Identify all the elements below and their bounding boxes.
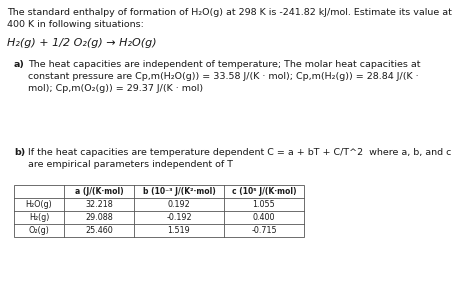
Text: c (10⁵ J/(K·mol): c (10⁵ J/(K·mol) [232, 187, 296, 196]
Text: 1.519: 1.519 [168, 226, 191, 235]
Text: H₂(g): H₂(g) [29, 213, 49, 222]
Text: H₂O(g): H₂O(g) [26, 200, 52, 209]
Text: a): a) [14, 60, 25, 69]
Text: 1.055: 1.055 [253, 200, 275, 209]
Text: -0.715: -0.715 [251, 226, 277, 235]
Text: b): b) [14, 148, 25, 157]
Text: 400 K in following situations:: 400 K in following situations: [7, 20, 144, 29]
Text: a (J/(K·mol): a (J/(K·mol) [75, 187, 123, 196]
Text: 0.400: 0.400 [253, 213, 275, 222]
Text: H₂(g) + 1/2 O₂(g) → H₂O(g): H₂(g) + 1/2 O₂(g) → H₂O(g) [7, 38, 156, 48]
Text: b (10⁻³ J/(K²·mol): b (10⁻³ J/(K²·mol) [143, 187, 215, 196]
Text: are empirical parameters independent of T: are empirical parameters independent of … [28, 160, 233, 169]
Text: O₂(g): O₂(g) [28, 226, 49, 235]
Text: The heat capacities are independent of temperature; The molar heat capacities at: The heat capacities are independent of t… [28, 60, 420, 69]
Text: -0.192: -0.192 [166, 213, 192, 222]
FancyBboxPatch shape [14, 185, 304, 237]
Text: mol); Cp,m(O₂(g)) = 29.37 J/(K · mol): mol); Cp,m(O₂(g)) = 29.37 J/(K · mol) [28, 84, 203, 93]
Text: 29.088: 29.088 [85, 213, 113, 222]
Text: If the heat capacities are temperature dependent C = a + bT + C/T^2  where a, b,: If the heat capacities are temperature d… [28, 148, 451, 157]
Text: The standard enthalpy of formation of H₂O(g) at 298 K is -241.82 kJ/mol. Estimat: The standard enthalpy of formation of H₂… [7, 8, 452, 17]
Text: constant pressure are Cp,m(H₂O(g)) = 33.58 J/(K · mol); Cp,m(H₂(g)) = 28.84 J/(K: constant pressure are Cp,m(H₂O(g)) = 33.… [28, 72, 419, 81]
Text: 25.460: 25.460 [85, 226, 113, 235]
Text: 32.218: 32.218 [85, 200, 113, 209]
Text: 0.192: 0.192 [168, 200, 191, 209]
